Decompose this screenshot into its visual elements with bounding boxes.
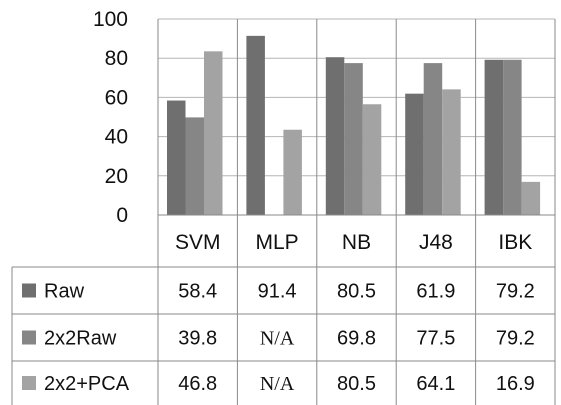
bar xyxy=(521,181,541,215)
data-value: 61.9 xyxy=(416,281,455,303)
data-value: 79.2 xyxy=(496,281,535,303)
bar xyxy=(423,63,443,215)
data-value: 79.2 xyxy=(496,328,535,350)
bar xyxy=(167,100,186,215)
category-label: SVM xyxy=(175,231,221,254)
bar xyxy=(204,51,223,216)
bar xyxy=(442,89,461,215)
y-tick-label: 40 xyxy=(105,126,128,149)
data-value: 46.8 xyxy=(178,373,217,395)
bar xyxy=(344,63,363,215)
data-value: 80.5 xyxy=(337,373,376,395)
y-tick-label: 0 xyxy=(116,204,128,227)
data-value: 64.1 xyxy=(416,373,455,395)
series-label: 2x2+PCA xyxy=(44,373,130,395)
data-value: 69.8 xyxy=(337,328,376,350)
data-value: 39.8 xyxy=(178,328,217,350)
y-tick-label: 80 xyxy=(105,47,128,70)
data-value: N/A xyxy=(260,373,295,395)
series-label: Raw xyxy=(44,281,85,303)
legend-key xyxy=(22,376,36,390)
bar xyxy=(185,117,204,215)
category-label: MLP xyxy=(256,231,299,254)
legend-key xyxy=(22,283,36,298)
bar xyxy=(246,35,265,215)
bar xyxy=(283,129,302,215)
data-value: 58.4 xyxy=(178,281,217,303)
y-tick-label: 100 xyxy=(93,8,128,31)
data-value: 91.4 xyxy=(258,281,297,303)
bar xyxy=(325,57,345,215)
data-value: 80.5 xyxy=(337,281,376,303)
bar xyxy=(405,93,424,215)
bar xyxy=(484,59,504,215)
y-tick-label: 20 xyxy=(105,165,128,188)
category-label: J48 xyxy=(419,231,453,254)
data-value: 16.9 xyxy=(496,373,535,395)
bar xyxy=(503,59,522,215)
data-value: N/A xyxy=(260,328,295,350)
y-tick-label: 60 xyxy=(105,86,128,109)
data-value: 77.5 xyxy=(416,328,455,350)
category-label: IBK xyxy=(498,231,532,254)
bar xyxy=(362,104,382,215)
series-label: 2x2Raw xyxy=(44,328,117,350)
category-label: NB xyxy=(342,231,371,254)
legend-key xyxy=(22,330,36,345)
